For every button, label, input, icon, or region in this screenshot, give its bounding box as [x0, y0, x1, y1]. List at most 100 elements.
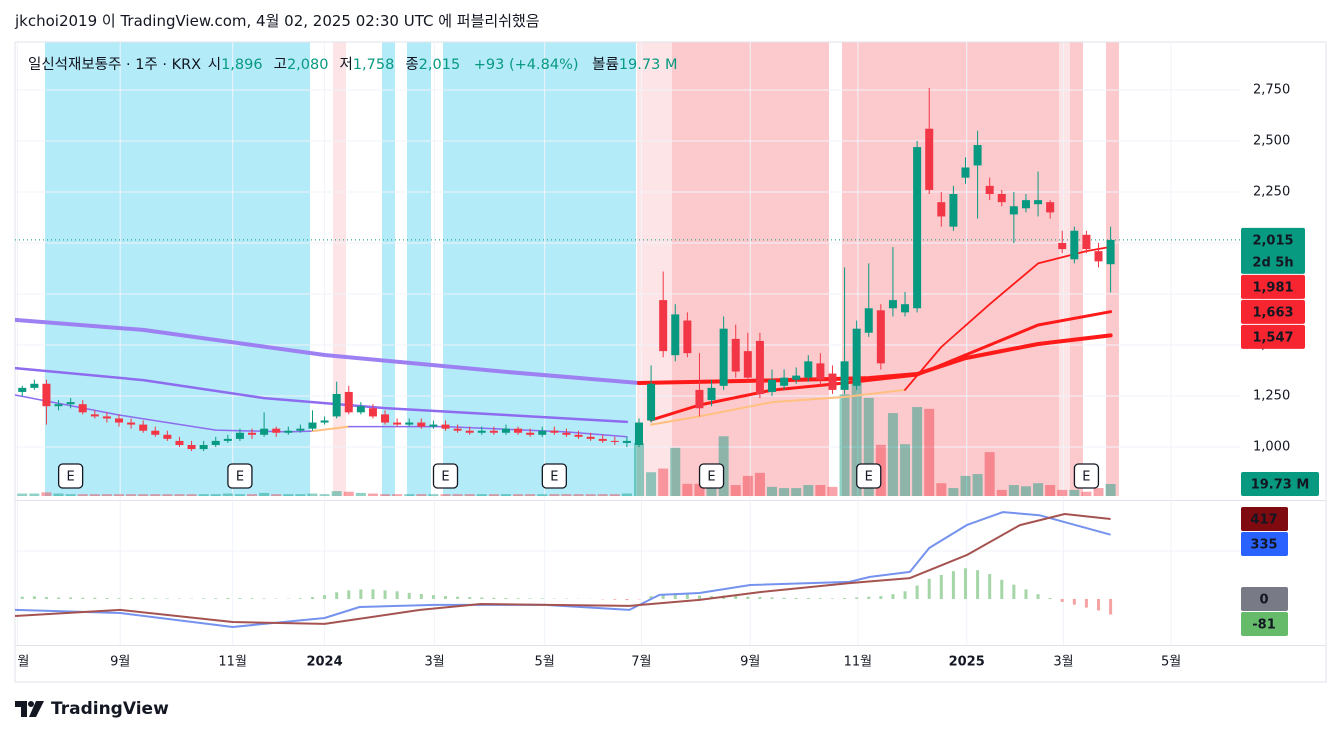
candle-body — [151, 430, 160, 435]
candle-body — [1034, 200, 1043, 205]
candle-body — [284, 430, 293, 433]
histogram-bar — [153, 598, 157, 599]
candle-body — [223, 438, 232, 441]
candle-body — [562, 432, 571, 435]
volume-bar — [1093, 488, 1104, 496]
moving-average — [650, 388, 906, 426]
histogram-bar — [661, 594, 665, 599]
y-tick-label: 2,500 — [1253, 133, 1290, 148]
histogram-bar — [371, 589, 375, 599]
candle-body — [235, 432, 244, 439]
candle-body — [574, 434, 583, 437]
candle-body — [1082, 234, 1091, 250]
histogram-bar — [141, 598, 145, 599]
band — [1059, 42, 1070, 496]
histogram-bar — [57, 597, 61, 599]
volume-bar — [380, 494, 391, 496]
legend-key: 시 — [207, 57, 222, 73]
candle-body — [683, 320, 692, 354]
candle-body — [211, 440, 220, 445]
histogram-bar — [879, 596, 883, 599]
event-label: E — [550, 470, 558, 485]
volume-bar — [549, 494, 560, 496]
volume-tag-label: 19.73 M — [1251, 477, 1310, 492]
volume-bar — [900, 444, 911, 496]
price-tag — [1241, 299, 1305, 324]
volume-bar — [53, 493, 64, 496]
candle-body — [949, 194, 958, 227]
histogram-bar — [915, 585, 919, 599]
candle-body — [755, 340, 764, 394]
candle-body — [514, 428, 523, 433]
band — [382, 42, 395, 496]
histogram-bar — [758, 597, 762, 599]
candle-body — [78, 404, 87, 413]
volume-bar — [525, 494, 536, 496]
y-tick-label: 2,250 — [1253, 184, 1290, 199]
x-tick-label: 9월 — [740, 655, 760, 670]
macd — [15, 511, 1113, 628]
candle-body — [925, 128, 934, 190]
candle-body — [127, 422, 136, 425]
volume-bar — [488, 494, 499, 496]
volume-bar — [887, 413, 898, 496]
macd-tag — [1241, 532, 1288, 556]
candle-body — [344, 391, 353, 413]
volume-bar — [77, 494, 88, 496]
volume-bar — [271, 494, 282, 496]
volume-bar — [996, 489, 1007, 496]
macd-tag-label: 0 — [1259, 592, 1268, 607]
band — [1106, 42, 1119, 496]
volume-value: 19.73 M — [618, 57, 678, 73]
candle-body — [888, 300, 897, 309]
volume-bar — [416, 494, 427, 496]
candle-body — [695, 389, 704, 409]
price-tag-label: 1,981 — [1252, 280, 1293, 295]
candle-body — [804, 361, 813, 378]
histogram-bar — [1036, 594, 1040, 599]
moving-average — [311, 425, 350, 433]
histogram-bar — [81, 597, 85, 599]
histogram-bar — [323, 595, 327, 599]
volume-bar — [912, 407, 923, 496]
price-tag — [1241, 227, 1305, 274]
volume-bar — [682, 483, 693, 496]
moving-average — [15, 317, 641, 385]
price-tag-label: 1,547 — [1252, 330, 1293, 345]
candle-body — [405, 422, 414, 425]
volume-bar — [1069, 489, 1080, 496]
legend-key: 고 — [273, 57, 287, 73]
candle-body — [876, 310, 885, 364]
histogram-bar — [794, 598, 798, 599]
volume-bar — [948, 488, 959, 496]
candle-body — [441, 424, 450, 429]
volume-bar — [307, 493, 318, 496]
volume-bar — [355, 492, 366, 496]
event-marker — [227, 463, 253, 489]
x-tick-label: 7월 — [631, 655, 651, 670]
event-marker — [432, 463, 459, 489]
histogram-bar — [431, 595, 435, 599]
macd-tag — [1241, 507, 1288, 531]
x-tick-label: 2024 — [306, 655, 342, 670]
candle-body — [308, 422, 317, 429]
candle-body — [114, 418, 123, 423]
countdown: 2d 5h — [1252, 255, 1293, 270]
candle-body — [634, 422, 643, 445]
histogram-bar — [976, 570, 980, 599]
volume-bar — [17, 493, 28, 496]
price-tag-label: 2,015 — [1252, 233, 1293, 248]
histogram-bar — [444, 596, 448, 599]
tags: 2,015 2d 5h 1,981 1,663 1,547 19.73 M 417 335 0 -… — [1241, 227, 1319, 636]
candle-body — [586, 436, 595, 439]
x-tick-label: 11월 — [218, 655, 247, 670]
moving-average — [15, 366, 629, 424]
volume-bar — [851, 380, 862, 496]
volume-bar — [101, 494, 112, 496]
volume-bar — [247, 494, 258, 496]
candle-body — [1058, 242, 1067, 250]
candle-body — [381, 414, 390, 423]
volume-bar — [29, 493, 40, 496]
candle-body — [42, 383, 51, 407]
candle-body — [90, 414, 99, 417]
